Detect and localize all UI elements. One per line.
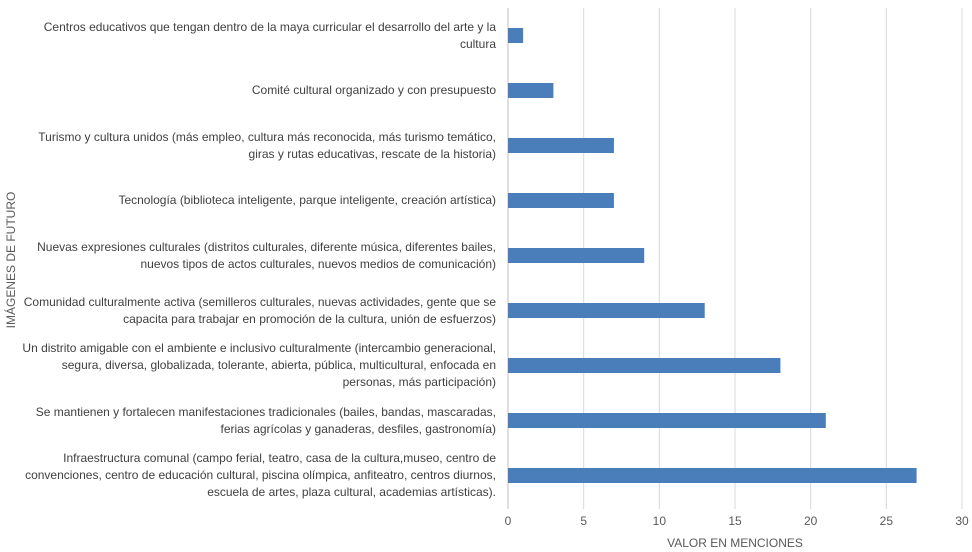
bar xyxy=(508,138,614,153)
bar xyxy=(508,413,826,428)
x-tick-label: 15 xyxy=(728,514,742,528)
bar xyxy=(508,83,554,98)
x-tick-label: 30 xyxy=(955,514,969,528)
y-tick-label: Comunidad culturalmente activa (semiller… xyxy=(23,294,496,326)
y-tick-label: Infraestructura comunal (campo ferial, t… xyxy=(25,451,496,499)
y-tick-label: Centros educativos que tengan dentro de … xyxy=(43,19,496,51)
bar xyxy=(508,468,917,483)
x-tick-label: 10 xyxy=(653,514,667,528)
y-tick-label: Se mantienen y fortalecen manifestacione… xyxy=(35,404,496,436)
y-tick-label: Un distrito amigable con el ambiente e i… xyxy=(22,341,496,389)
bar xyxy=(508,303,705,318)
x-tick-label: 5 xyxy=(580,514,587,528)
bar xyxy=(508,193,614,208)
x-tick-label: 25 xyxy=(880,514,894,528)
y-tick-label: Nuevas expresiones culturales (distritos… xyxy=(37,239,496,271)
bar xyxy=(508,358,781,373)
bar xyxy=(508,248,645,263)
x-axis-label: VALOR EN MENCIONES xyxy=(667,536,803,550)
y-tick-label: Comité cultural organizado y con presupu… xyxy=(251,83,496,97)
y-tick-label: Tecnología (biblioteca inteligente, parq… xyxy=(118,193,496,207)
x-tick-label: 20 xyxy=(804,514,818,528)
y-tick-label: Turismo y cultura unidos (más empleo, cu… xyxy=(38,129,496,161)
y-axis-label: IMÁGENES DE FUTURO xyxy=(3,192,18,329)
x-tick-label: 0 xyxy=(505,514,512,528)
bar xyxy=(508,28,524,43)
